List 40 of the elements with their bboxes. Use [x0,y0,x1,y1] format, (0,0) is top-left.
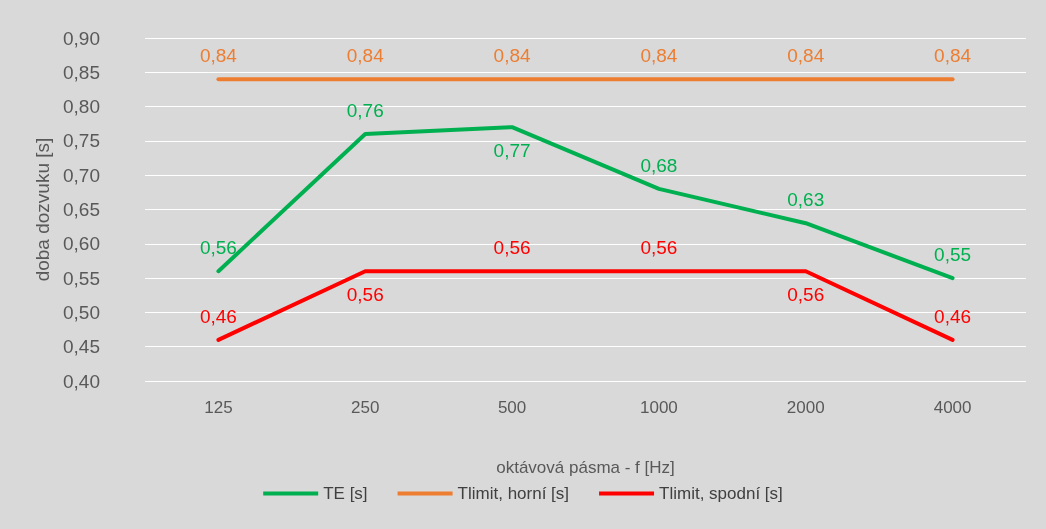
y-tick-label: 0,65 [63,199,100,220]
x-tick-label: 500 [497,398,527,417]
y-axis-title: doba dozvuku [s] [32,137,54,282]
y-tick-label: 0,90 [63,27,100,49]
data-label: 0,56 [787,284,825,306]
legend-label: Tlimit, spodní [s] [659,484,783,503]
data-label: 0,56 [640,237,678,259]
data-label: 0,56 [199,237,237,259]
data-label: 0,68 [640,154,678,176]
data-label: 0,84 [493,45,531,67]
x-tick-label: 1000 [640,398,678,417]
data-label: 0,84 [787,45,825,67]
y-tick-label: 0,80 [63,96,100,118]
data-label: 0,84 [934,45,972,67]
y-tick-label: 0,70 [63,164,100,186]
y-tick-label: 0,60 [63,233,100,255]
x-tick-label: 4000 [933,398,972,417]
data-label: 0,84 [346,45,385,67]
x-tick-label: 125 [204,398,233,417]
y-tick-label: 0,75 [63,130,100,152]
legend-label: TE [s] [323,484,368,503]
data-label: 0,46 [934,305,972,327]
y-tick-label: 0,40 [63,370,100,392]
y-tick-label: 0,55 [63,267,100,289]
x-axis-title: oktávová pásma - f [Hz] [496,458,675,477]
data-label: 0,55 [934,244,972,266]
data-label: 0,84 [199,45,238,67]
x-tick-label: 2000 [786,398,825,417]
y-tick-label: 0,45 [63,336,100,358]
data-label: 0,56 [493,237,531,259]
data-label: 0,77 [493,140,531,162]
data-label: 0,63 [787,189,825,211]
data-label: 0,46 [199,305,237,327]
x-tick-label: 250 [351,398,380,417]
data-label: 0,76 [346,100,384,122]
data-label: 0,56 [346,284,384,306]
y-tick-label: 0,50 [63,301,100,323]
legend-label: Tlimit, horní [s] [457,484,570,503]
data-label: 0,84 [640,45,678,67]
y-tick-label: 0,85 [63,61,100,83]
